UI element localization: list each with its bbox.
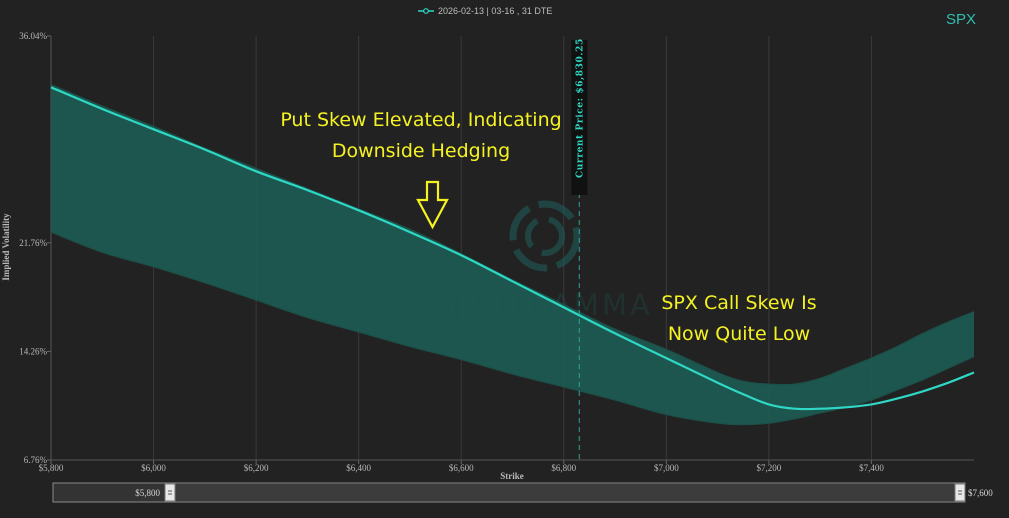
series-lines: [50, 83, 975, 426]
legend[interactable]: 2026-02-13 | 03-16 , 31 DTE: [418, 6, 552, 16]
x-tick-label: $7,000: [654, 463, 679, 473]
navigator-selection[interactable]: [174, 484, 955, 501]
skew-band-fill: [51, 84, 974, 425]
x-axis-label: Strike: [500, 471, 524, 481]
implied-volatility-line: [50, 86, 975, 411]
lower-band-edge: [50, 231, 975, 426]
upper-band-edge: [50, 83, 975, 386]
current-price-marker: Current Price: $6,830.25: [571, 38, 588, 460]
x-tick-label: $6,000: [141, 463, 166, 473]
x-tick-label: $7,400: [859, 463, 884, 473]
navigator-left-handle[interactable]: [164, 483, 176, 502]
y-tick-label: 6.76%: [24, 455, 48, 465]
range-navigator[interactable]: $5,800 $7,600: [52, 482, 993, 503]
ticker-label: SPX: [946, 11, 976, 28]
x-tick-label: $7,200: [757, 463, 782, 473]
put-skew-annotation-line-1: Put Skew Elevated, Indicating: [280, 109, 561, 131]
current-price-label-box: [571, 40, 588, 195]
watermark-logo-icon: [509, 200, 581, 272]
x-tick-label: $5,800: [39, 463, 64, 473]
skew-band: [51, 84, 974, 425]
x-tick-label: $6,800: [551, 463, 576, 473]
watermark-logo-inner-icon: [525, 216, 565, 256]
navigator-left-label: $5,800: [135, 488, 160, 498]
navigator-right-handle[interactable]: [954, 483, 966, 502]
y-axis-label: Implied Volatility: [1, 213, 11, 281]
put-skew-annotation-line-2: Downside Hedging: [332, 140, 510, 162]
current-price-label: Current Price: $6,830.25: [575, 38, 585, 178]
legend-dot-marker: [423, 8, 429, 14]
x-tick-label: $6,600: [449, 463, 474, 473]
y-tick-label: 21.76%: [19, 238, 47, 248]
call-skew-annotation-line-1: SPX Call Skew Is: [661, 292, 816, 314]
call-skew-annotation: SPX Call Skew Is Now Quite Low: [661, 292, 816, 345]
call-skew-annotation-line-2: Now Quite Low: [668, 323, 810, 345]
x-tick-label: $6,200: [244, 463, 269, 473]
y-tick-label: 36.04%: [19, 31, 47, 41]
tick-labels: $5,800 $6,000 $6,200 $6,400 $6,600 $6,800 $7,0…: [19, 31, 884, 473]
put-skew-annotation: Put Skew Elevated, Indicating Downside H…: [280, 109, 562, 230]
y-tick-label: 14.26%: [19, 346, 47, 356]
down-arrow-icon: [416, 180, 449, 230]
legend-label: 2026-02-13 | 03-16 , 31 DTE: [438, 6, 552, 16]
x-tick-label: $6,400: [346, 463, 371, 473]
navigator-right-label: $7,600: [968, 488, 993, 498]
